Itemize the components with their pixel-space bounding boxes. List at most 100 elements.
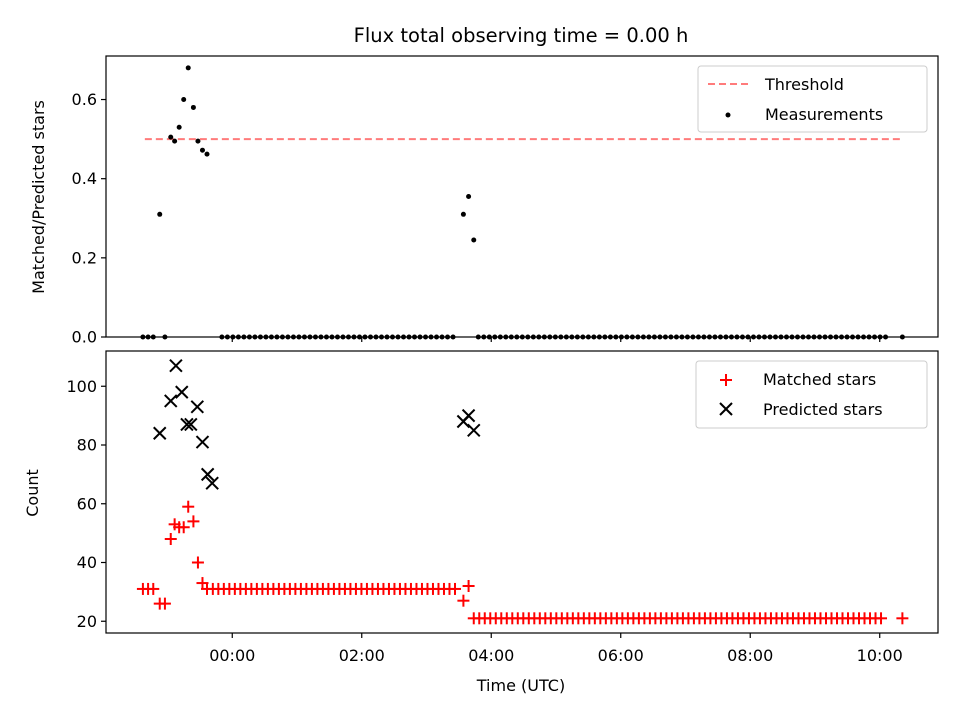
x-tick-label: 10:00 bbox=[857, 646, 903, 665]
measurements-point bbox=[172, 138, 178, 144]
measurements-point bbox=[199, 147, 205, 153]
measurements-point bbox=[525, 334, 531, 340]
measurements-point bbox=[351, 334, 357, 340]
predicted-stars-point bbox=[180, 417, 194, 432]
measurements-point bbox=[591, 334, 597, 340]
count-y-tick-label: 100 bbox=[66, 377, 97, 396]
measurements-point bbox=[558, 334, 564, 340]
measurements-point bbox=[646, 334, 652, 340]
measurements-point bbox=[157, 211, 163, 217]
measurements-point bbox=[530, 334, 536, 340]
measurements-point bbox=[822, 334, 828, 340]
measurements-point bbox=[378, 334, 384, 340]
measurements-point bbox=[450, 334, 456, 340]
measurements-point bbox=[602, 334, 608, 340]
measurements-point bbox=[475, 334, 481, 340]
measurements-point bbox=[701, 334, 707, 340]
measurements-point bbox=[778, 334, 784, 340]
measurements-point bbox=[224, 334, 230, 340]
measurements-point bbox=[181, 97, 187, 103]
measurements-point bbox=[312, 334, 318, 340]
measurements-point bbox=[866, 334, 872, 340]
matched-stars-point bbox=[147, 582, 160, 595]
count-y-tick-label: 60 bbox=[77, 494, 97, 513]
measurements-point bbox=[712, 334, 718, 340]
measurements-point bbox=[728, 334, 734, 340]
measurements-point bbox=[460, 211, 466, 217]
measurements-point bbox=[367, 334, 373, 340]
measurements-point bbox=[580, 334, 586, 340]
ratio-y-tick-label: 0.6 bbox=[72, 90, 97, 109]
measurements-point bbox=[323, 334, 329, 340]
measurements-point bbox=[190, 104, 196, 110]
chart-title: Flux total observing time = 0.00 h bbox=[354, 24, 689, 47]
measurements-point bbox=[514, 334, 520, 340]
measurements-point bbox=[629, 334, 635, 340]
ratio-y-tick-label: 0.4 bbox=[72, 169, 97, 188]
measurements-point bbox=[817, 334, 823, 340]
measurements-point bbox=[640, 334, 646, 340]
measurements-point bbox=[168, 134, 174, 140]
ratio-y-tick-label: 0.0 bbox=[72, 328, 97, 347]
measurements-point bbox=[423, 334, 429, 340]
matched-stars-point bbox=[448, 582, 461, 595]
matched-stars-point bbox=[875, 612, 888, 625]
measurements-point bbox=[428, 334, 434, 340]
measurements-point bbox=[651, 334, 657, 340]
measurements-point bbox=[340, 334, 346, 340]
ratio-y-axis-label: Matched/Predicted stars bbox=[29, 100, 48, 294]
measurements-point bbox=[356, 334, 362, 340]
measurements-point bbox=[563, 334, 569, 340]
measurements-point bbox=[252, 334, 258, 340]
measurements-point bbox=[445, 334, 451, 340]
predicted-stars-point bbox=[153, 426, 167, 440]
measurements-point bbox=[855, 334, 861, 340]
measurements-point bbox=[145, 334, 151, 340]
matched-stars-point bbox=[164, 533, 177, 545]
ratio-panel: 0.0 0.2 0.4 0.6 Matched/Predicted stars Thr… bbox=[29, 55, 939, 347]
count-legend-box bbox=[695, 360, 928, 429]
measurements-point bbox=[345, 334, 351, 340]
predicted-stars-point bbox=[184, 417, 198, 432]
measurements-point bbox=[690, 334, 696, 340]
measurements-point bbox=[503, 334, 509, 340]
predicted-stars-point bbox=[205, 476, 219, 490]
measurements-point bbox=[362, 334, 368, 340]
x-tick-label: 08:00 bbox=[727, 646, 773, 665]
matched-stars-point bbox=[158, 597, 171, 610]
measurements-point bbox=[668, 334, 674, 340]
predicted-stars-point bbox=[461, 408, 476, 423]
measurements-point bbox=[723, 334, 729, 340]
measurements-point bbox=[657, 334, 663, 340]
predicted-stars-point bbox=[164, 394, 178, 408]
measurements-point bbox=[466, 194, 472, 199]
matched-stars-legend-swatch bbox=[720, 374, 732, 386]
measurements-point bbox=[329, 334, 335, 340]
measurements-point bbox=[235, 334, 241, 340]
measurements-point bbox=[806, 334, 812, 340]
measurements-point bbox=[761, 334, 767, 340]
measurements-point bbox=[574, 334, 580, 340]
measurements-point bbox=[219, 334, 225, 340]
measurements-point bbox=[519, 334, 525, 340]
measurements-point bbox=[195, 138, 201, 144]
matched-stars-point bbox=[896, 612, 909, 625]
measurements-point bbox=[883, 334, 889, 340]
measurements-point bbox=[679, 334, 685, 340]
measurements-point bbox=[497, 334, 503, 340]
ratio-y-tick-label: 0.2 bbox=[72, 248, 97, 267]
measurements-point bbox=[290, 334, 296, 340]
count-legend: Matched stars Predicted stars bbox=[695, 360, 928, 429]
measurements-point bbox=[706, 334, 712, 340]
measurements-point bbox=[684, 334, 690, 340]
measurements-point bbox=[800, 334, 806, 340]
measurements-point bbox=[279, 334, 285, 340]
measurements-point bbox=[334, 334, 340, 340]
measurements-point bbox=[536, 334, 542, 340]
measurements-point bbox=[861, 334, 867, 340]
measurements-point bbox=[673, 334, 679, 340]
measurements-point bbox=[140, 334, 146, 340]
x-axis-label: Time (UTC) bbox=[476, 676, 565, 695]
measurements-point bbox=[613, 334, 619, 340]
measurements-point bbox=[204, 151, 210, 157]
